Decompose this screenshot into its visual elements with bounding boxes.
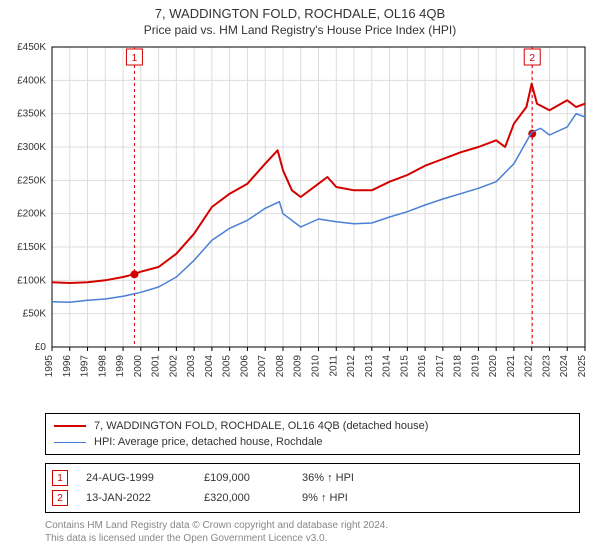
title-line2: Price paid vs. HM Land Registry's House … <box>0 23 600 37</box>
svg-text:2008: 2008 <box>275 355 286 378</box>
svg-text:2003: 2003 <box>186 355 197 378</box>
svg-text:1999: 1999 <box>115 355 126 378</box>
svg-text:2015: 2015 <box>399 355 410 378</box>
svg-text:2001: 2001 <box>151 355 162 378</box>
transaction-delta: 36% ↑ HPI <box>302 472 382 484</box>
svg-text:£200K: £200K <box>17 209 46 220</box>
svg-text:2004: 2004 <box>204 355 215 378</box>
legend-swatch-hpi <box>54 442 86 443</box>
svg-text:2017: 2017 <box>435 355 446 378</box>
legend-swatch-property <box>54 425 86 427</box>
transaction-delta: 9% ↑ HPI <box>302 492 382 504</box>
transaction-row: 1 24-AUG-1999 £109,000 36% ↑ HPI <box>52 468 573 488</box>
svg-text:2016: 2016 <box>417 355 428 378</box>
svg-text:2010: 2010 <box>311 355 322 378</box>
svg-text:2022: 2022 <box>524 355 535 378</box>
svg-text:£350K: £350K <box>17 109 46 120</box>
transaction-row: 2 13-JAN-2022 £320,000 9% ↑ HPI <box>52 488 573 508</box>
legend-label-hpi: HPI: Average price, detached house, Roch… <box>94 436 323 448</box>
svg-text:1: 1 <box>132 53 138 64</box>
svg-text:2000: 2000 <box>133 355 144 378</box>
transaction-date: 13-JAN-2022 <box>86 492 186 504</box>
legend-row-property: 7, WADDINGTON FOLD, ROCHDALE, OL16 4QB (… <box>54 418 571 434</box>
footer-line1: Contains HM Land Registry data © Crown c… <box>45 519 580 532</box>
svg-text:2009: 2009 <box>293 355 304 378</box>
svg-text:2020: 2020 <box>488 355 499 378</box>
svg-text:2014: 2014 <box>382 355 393 378</box>
transaction-marker-2: 2 <box>52 490 68 506</box>
svg-text:2011: 2011 <box>328 355 339 377</box>
price-chart-svg: £0 £50K £100K £150K £200K £250K £300K £350K £400… <box>0 37 600 407</box>
legend-block: 7, WADDINGTON FOLD, ROCHDALE, OL16 4QB (… <box>45 413 580 455</box>
svg-text:£150K: £150K <box>17 242 46 253</box>
svg-text:£50K: £50K <box>23 309 47 320</box>
svg-text:£400K: £400K <box>17 75 46 86</box>
footer-attribution: Contains HM Land Registry data © Crown c… <box>45 519 580 545</box>
svg-text:2019: 2019 <box>470 355 481 378</box>
svg-text:£0: £0 <box>35 342 47 353</box>
svg-text:2025: 2025 <box>577 355 588 378</box>
svg-text:1996: 1996 <box>62 355 73 378</box>
svg-text:2013: 2013 <box>364 355 375 378</box>
svg-text:£450K: £450K <box>17 42 46 53</box>
legend-label-property: 7, WADDINGTON FOLD, ROCHDALE, OL16 4QB (… <box>94 420 428 432</box>
transaction-price: £320,000 <box>204 492 284 504</box>
svg-text:£300K: £300K <box>17 142 46 153</box>
svg-text:2012: 2012 <box>346 355 357 378</box>
svg-text:2007: 2007 <box>257 355 268 378</box>
svg-text:1997: 1997 <box>80 355 91 378</box>
svg-text:2005: 2005 <box>222 355 233 378</box>
transaction-marker-1: 1 <box>52 470 68 486</box>
svg-text:2023: 2023 <box>541 355 552 378</box>
svg-text:£250K: £250K <box>17 175 46 186</box>
footer-line2: This data is licensed under the Open Gov… <box>45 532 580 545</box>
svg-text:2018: 2018 <box>453 355 464 378</box>
transaction-price: £109,000 <box>204 472 284 484</box>
svg-text:1998: 1998 <box>97 355 108 378</box>
title-line1: 7, WADDINGTON FOLD, ROCHDALE, OL16 4QB <box>0 6 600 21</box>
svg-text:2006: 2006 <box>239 355 250 378</box>
transaction-date: 24-AUG-1999 <box>86 472 186 484</box>
chart-area: £0 £50K £100K £150K £200K £250K £300K £350K £400… <box>0 37 600 407</box>
svg-text:£100K: £100K <box>17 275 46 286</box>
svg-text:2002: 2002 <box>168 355 179 378</box>
svg-text:2024: 2024 <box>559 355 570 378</box>
svg-text:1995: 1995 <box>44 355 55 378</box>
svg-text:2: 2 <box>529 53 535 64</box>
chart-title-block: 7, WADDINGTON FOLD, ROCHDALE, OL16 4QB P… <box>0 0 600 37</box>
svg-text:2021: 2021 <box>506 355 517 378</box>
legend-row-hpi: HPI: Average price, detached house, Roch… <box>54 434 571 450</box>
legend-box: 7, WADDINGTON FOLD, ROCHDALE, OL16 4QB (… <box>45 413 580 455</box>
transactions-table: 1 24-AUG-1999 £109,000 36% ↑ HPI 2 13-JA… <box>45 463 580 513</box>
